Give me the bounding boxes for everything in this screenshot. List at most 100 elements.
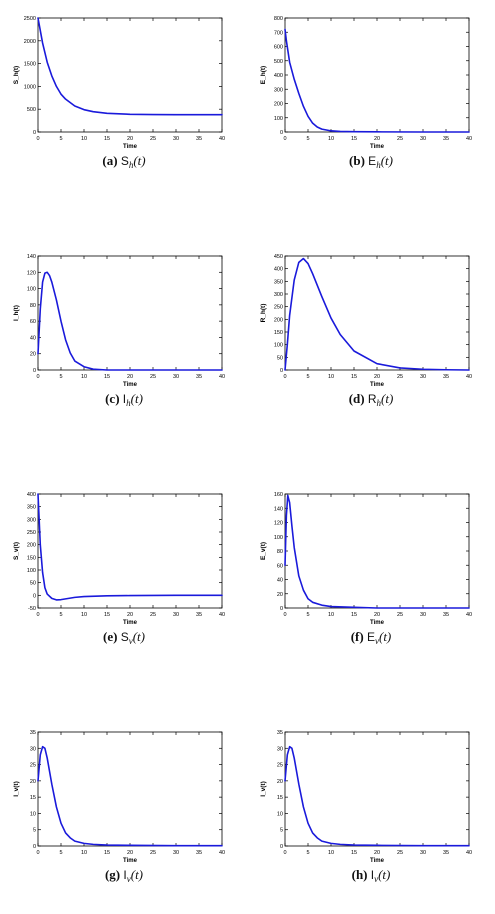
- y-tick-label: 300: [274, 87, 283, 93]
- plot-frame: [284, 255, 470, 371]
- y-tick-label: 350: [27, 505, 36, 511]
- y-tick-label: 0: [33, 844, 36, 850]
- y-tick-label: 0: [280, 844, 283, 850]
- x-tick-label: 30: [173, 612, 179, 618]
- x-tick-label: 40: [466, 136, 472, 142]
- caption-argument: (t): [380, 153, 393, 168]
- x-tick-label: 10: [328, 374, 334, 380]
- x-tick-label: 30: [173, 850, 179, 856]
- x-tick-label: 5: [59, 374, 62, 380]
- y-tick-label: 0: [33, 368, 36, 374]
- x-tick-label: 40: [466, 374, 472, 380]
- caption-argument: (t): [378, 629, 392, 644]
- plot-frame: [37, 493, 223, 609]
- caption-subscript: h: [126, 398, 131, 408]
- x-tick-label: 30: [420, 612, 426, 618]
- x-tick-label: 20: [374, 374, 380, 380]
- x-tick-label: 5: [306, 612, 309, 618]
- y-tick-label: 200: [274, 317, 283, 323]
- y-tick-label: 0: [33, 130, 36, 136]
- y-tick-label: 80: [277, 549, 283, 555]
- chart-caption-f: (f) Ev(t): [247, 629, 495, 646]
- caption-symbol: S: [120, 154, 129, 168]
- caption-subscript: v: [128, 636, 133, 646]
- caption-argument: (t): [132, 629, 145, 644]
- caption-subscript: h: [376, 398, 382, 408]
- y-tick-label: 1000: [24, 84, 36, 90]
- y-tick-label: 150: [27, 555, 36, 561]
- plot-frame: [37, 17, 223, 133]
- series-line: [284, 494, 470, 609]
- x-tick-label: 35: [196, 136, 202, 142]
- caption-label: (d): [348, 391, 365, 406]
- plot-frame: [284, 493, 470, 609]
- y-tick-label: 25: [30, 763, 36, 769]
- x-axis-label: Time: [370, 144, 385, 150]
- series-line: [284, 257, 470, 371]
- x-tick-label: 25: [150, 850, 156, 856]
- x-tick-label: 35: [443, 136, 449, 142]
- caption-subscript: h: [128, 160, 134, 170]
- chart-caption-h: (h) Iv(t): [247, 867, 495, 884]
- y-axis-label: E_h(t): [260, 66, 267, 84]
- x-tick-label: 15: [351, 374, 357, 380]
- caption-symbol: E: [368, 154, 377, 168]
- caption-subscript: v: [126, 874, 131, 884]
- x-tick-label: 10: [81, 612, 87, 618]
- y-tick-label: 40: [30, 335, 36, 341]
- series-line: [37, 17, 223, 116]
- x-tick-label: 25: [150, 136, 156, 142]
- x-tick-label: 15: [351, 850, 357, 856]
- y-tick-label: 100: [274, 535, 283, 541]
- x-tick-label: 25: [397, 374, 403, 380]
- x-tick-label: 0: [283, 374, 286, 380]
- x-tick-label: 20: [127, 374, 133, 380]
- chart-caption-e: (e) Sv(t): [0, 629, 248, 646]
- y-tick-label: 120: [274, 521, 283, 527]
- plot-frame: [284, 731, 470, 847]
- caption-argument: (t): [130, 391, 143, 406]
- x-tick-label: 0: [283, 136, 286, 142]
- x-tick-label: 30: [420, 136, 426, 142]
- y-tick-label: 0: [280, 368, 283, 374]
- y-tick-label: 100: [274, 116, 283, 122]
- x-tick-label: 20: [374, 136, 380, 142]
- x-tick-label: 35: [196, 612, 202, 618]
- x-tick-label: 15: [104, 850, 110, 856]
- chart-panel-h: 0 5 10 15 20 25 30 35 40 0 5 10 15 20 25 30 35 Time I_v(t)…: [247, 714, 495, 914]
- x-axis-label: Time: [370, 858, 385, 864]
- chart-panel-a: 0 5 10 15 20 25 30 35 40 0 500 1000 1500 2000 2500 Time…: [0, 0, 248, 200]
- x-tick-label: 10: [81, 374, 87, 380]
- y-tick-label: 60: [30, 319, 36, 325]
- chart-panel-d: 0 5 10 15 20 25 30 35 40 0 50 100 150 200 250 300 350 400…: [247, 238, 495, 438]
- x-tick-label: 10: [81, 136, 87, 142]
- x-axis-label: Time: [370, 382, 385, 388]
- plot-frame: [37, 255, 223, 371]
- y-axis-label: I_v(t): [260, 781, 267, 797]
- series-line: [284, 745, 470, 847]
- y-tick-label: 120: [27, 270, 36, 276]
- chart-panel-e: 0 5 10 15 20 25 30 35 40 -50 0 50 100 150 200 250 300 350…: [0, 476, 248, 676]
- caption-argument: (t): [130, 867, 144, 882]
- chart-panel-b: 0 5 10 15 20 25 30 35 40 0 100 200 300 400 500 600 700 80…: [247, 0, 495, 200]
- y-tick-label: 15: [30, 795, 36, 801]
- x-tick-label: 10: [328, 612, 334, 618]
- caption-argument: (t): [378, 867, 391, 882]
- y-tick-label: 300: [27, 517, 36, 523]
- y-tick-label: 300: [274, 292, 283, 298]
- x-tick-label: 5: [59, 612, 62, 618]
- x-tick-label: 15: [104, 136, 110, 142]
- y-tick-label: 2000: [24, 39, 36, 45]
- y-tick-label: 400: [274, 73, 283, 79]
- y-tick-label: 15: [277, 795, 283, 801]
- x-tick-label: 20: [374, 850, 380, 856]
- x-tick-label: 40: [466, 850, 472, 856]
- y-axis-label: S_h(t): [13, 66, 20, 84]
- y-tick-label: 50: [277, 355, 283, 361]
- chart-plot-d: 0 5 10 15 20 25 30 35 40050100150200250300350400…: [260, 254, 472, 388]
- y-tick-label: 30: [30, 746, 36, 752]
- x-axis-label: Time: [123, 144, 138, 150]
- chart-caption-b: (b) Eh(t): [247, 153, 495, 170]
- x-tick-label: 30: [420, 850, 426, 856]
- x-tick-label: 0: [283, 612, 286, 618]
